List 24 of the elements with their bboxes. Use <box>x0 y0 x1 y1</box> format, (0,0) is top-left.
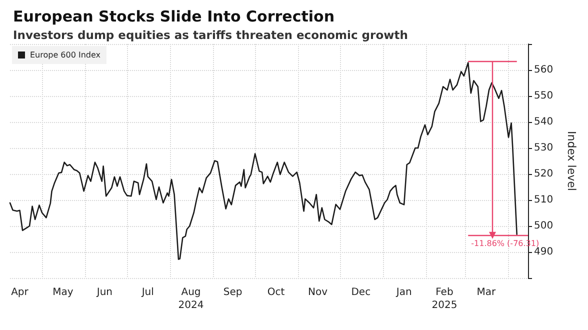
y-tick-label: 490 <box>534 246 554 258</box>
legend-label: Europe 600 Index <box>30 50 101 60</box>
x-tick-label: Jul <box>140 287 154 298</box>
x-tick-label: Apr <box>11 287 30 298</box>
y-tick-label: 560 <box>534 64 554 76</box>
x-tick-label: Dec <box>351 287 371 298</box>
y-axis-title: Index level <box>565 131 578 191</box>
y-tick-label: 520 <box>534 168 554 180</box>
chart-subtitle: Investors dump equities as tariffs threaten economic growth <box>13 28 408 42</box>
y-tick-label: 540 <box>534 116 554 128</box>
x-tick-label: Feb 2025 <box>432 287 458 311</box>
x-tick-label: May <box>52 287 74 298</box>
x-tick-label: Jan <box>395 287 412 298</box>
y-tick-label: 500 <box>534 220 554 232</box>
y-tick-label: 510 <box>534 194 554 206</box>
x-tick-label: Aug 2024 <box>178 287 204 311</box>
y-tick-label: 550 <box>534 90 554 102</box>
x-tick-label: Nov <box>308 287 328 298</box>
y-tick-label: 530 <box>534 142 554 154</box>
x-tick-label: Jun <box>96 287 112 298</box>
x-tick-label: Oct <box>267 287 285 298</box>
x-tick-label: Sep <box>223 287 242 298</box>
chart-title: European Stocks Slide Into Correction <box>13 8 335 26</box>
x-tick-label: Mar <box>476 287 497 298</box>
